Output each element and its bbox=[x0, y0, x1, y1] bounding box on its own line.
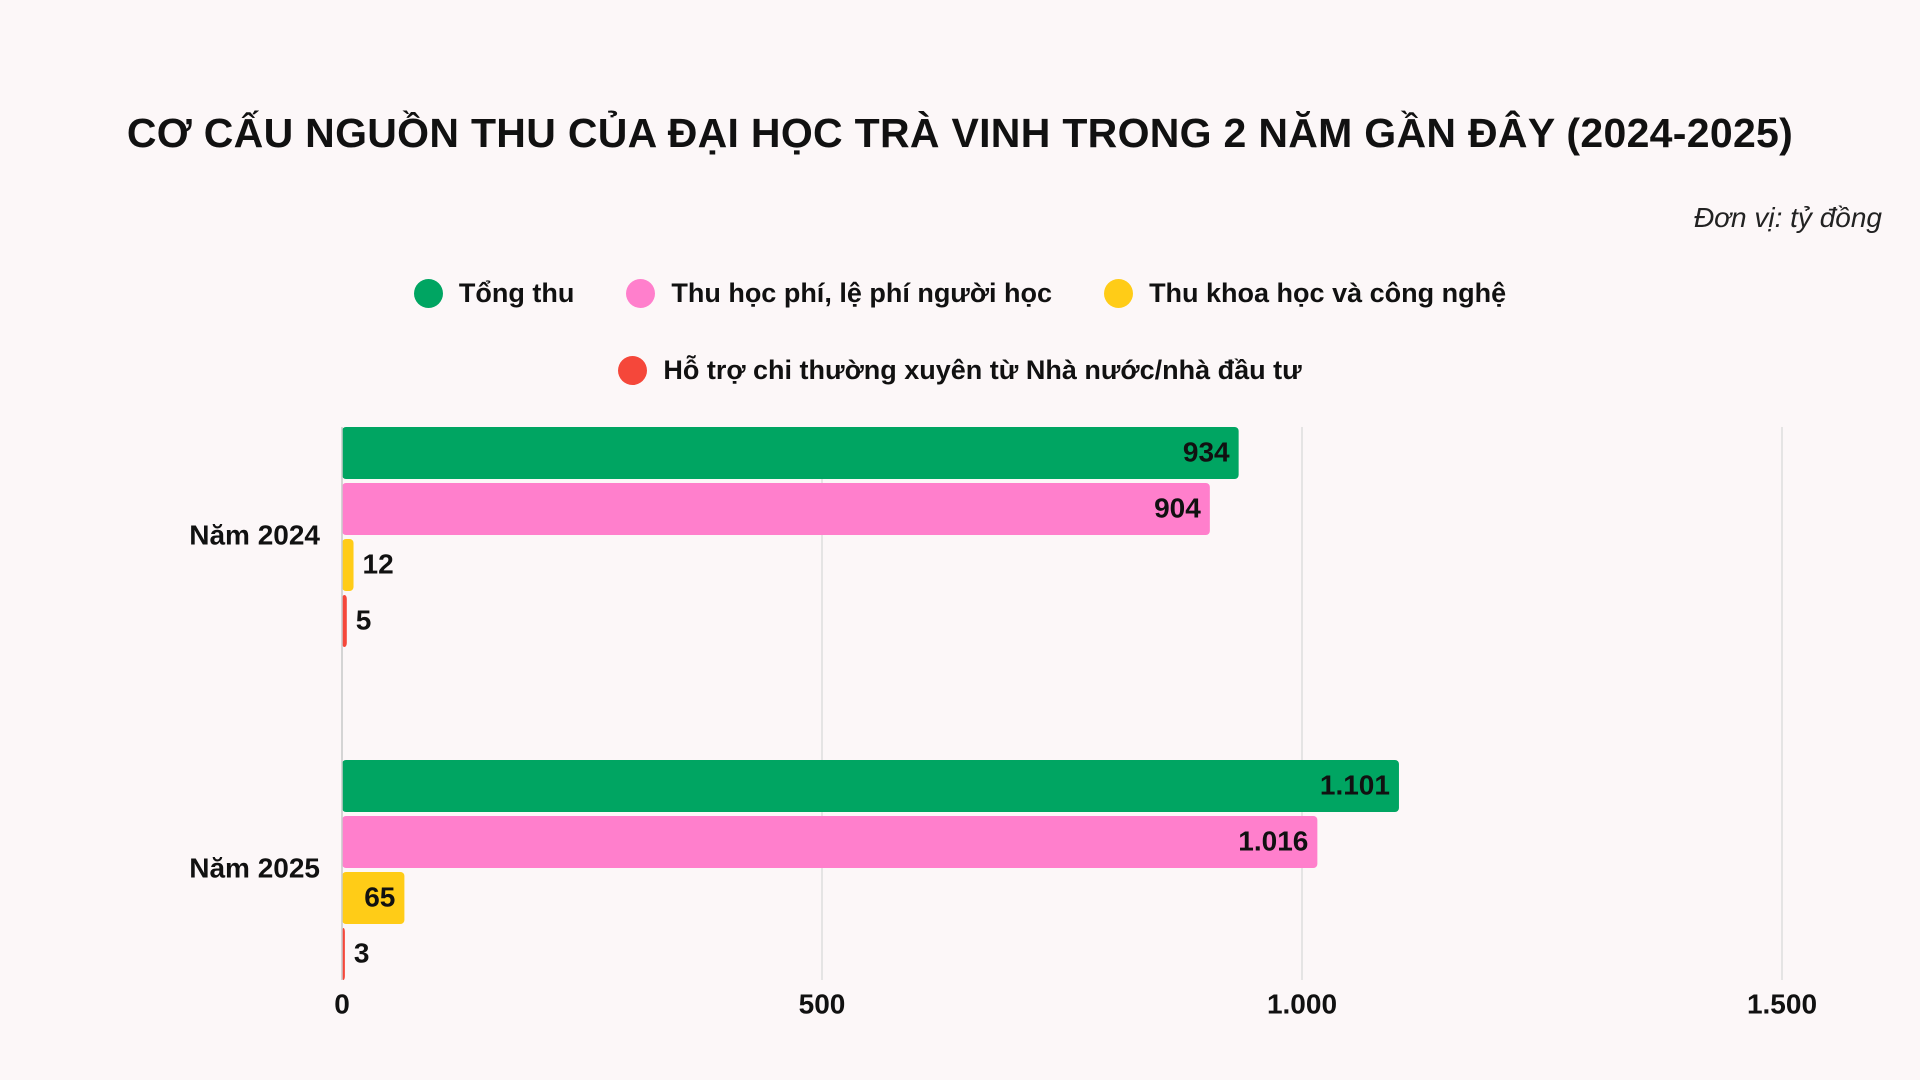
unit-note: Đơn vị: tỷ đồng bbox=[1693, 202, 1882, 233]
value-label: 65 bbox=[364, 881, 395, 912]
value-label: 934 bbox=[1183, 436, 1230, 467]
legend-item: Thu khoa học và công nghệ bbox=[1104, 278, 1506, 309]
legend-item: Thu học phí, lệ phí người học bbox=[626, 278, 1052, 309]
category-label: Năm 2025 bbox=[189, 852, 320, 883]
legend-swatch bbox=[626, 279, 656, 308]
chart-title: CƠ CẤU NGUỒN THU CỦA ĐẠI HỌC TRÀ VINH TR… bbox=[126, 110, 1794, 156]
legend-item: Hỗ trợ chi thường xuyên từ Nhà nước/nhà … bbox=[618, 355, 1302, 386]
legend-swatch bbox=[618, 356, 648, 385]
x-tick-label: 500 bbox=[799, 988, 846, 1019]
value-label: 3 bbox=[354, 937, 370, 968]
bar bbox=[342, 760, 1399, 812]
value-label: 904 bbox=[1154, 492, 1201, 523]
x-tick-label: 1.500 bbox=[1747, 988, 1817, 1019]
x-tick-label: 0 bbox=[334, 988, 350, 1019]
value-label: 1.016 bbox=[1238, 825, 1308, 856]
legend-label: Thu khoa học và công nghệ bbox=[1149, 278, 1507, 308]
legend-item: Tổng thu bbox=[413, 278, 575, 309]
value-label: 5 bbox=[356, 604, 372, 635]
bar bbox=[342, 427, 1239, 479]
value-label: 12 bbox=[363, 548, 394, 579]
value-label: 1.101 bbox=[1320, 769, 1390, 800]
bar bbox=[342, 816, 1318, 868]
bar bbox=[342, 872, 405, 924]
legend-swatch bbox=[1104, 279, 1134, 308]
legend-label: Hỗ trợ chi thường xuyên từ Nhà nước/nhà … bbox=[663, 355, 1302, 385]
legend-label: Thu học phí, lệ phí người học bbox=[671, 278, 1053, 308]
bar bbox=[342, 539, 354, 591]
legend: Tổng thu Thu học phí, lệ phí người học Thu… bbox=[0, 278, 1920, 309]
bar bbox=[342, 483, 1210, 535]
category-label: Năm 2024 bbox=[189, 519, 320, 550]
legend-label: Tổng thu bbox=[458, 278, 575, 308]
legend: Hỗ trợ chi thường xuyên từ Nhà nước/nhà … bbox=[0, 355, 1920, 386]
x-tick-label: 1.000 bbox=[1267, 988, 1337, 1019]
bar bbox=[342, 595, 347, 647]
legend-swatch bbox=[413, 279, 443, 308]
